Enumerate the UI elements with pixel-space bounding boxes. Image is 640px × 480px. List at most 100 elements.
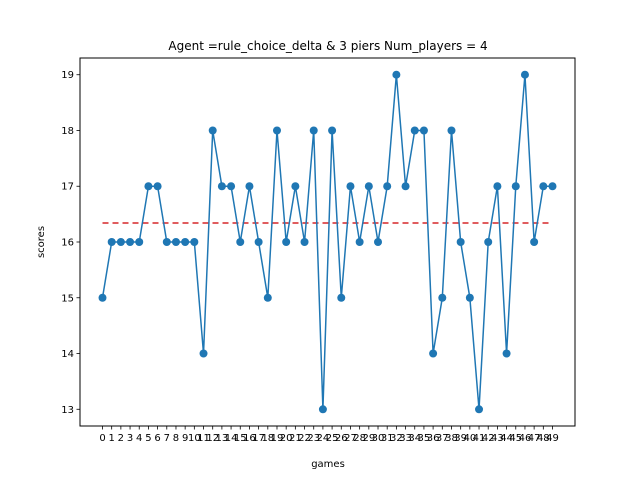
x-tick-label: 42 [482, 433, 495, 444]
x-tick-label: 48 [537, 433, 550, 444]
x-tick-label: 0 [99, 433, 105, 444]
x-tick-label: 36 [427, 433, 440, 444]
x-tick-label: 43 [491, 433, 504, 444]
x-tick-label: 16 [243, 433, 256, 444]
x-tick-label: 23 [307, 433, 320, 444]
x-tick-label: 12 [206, 433, 219, 444]
x-tick-label: 46 [519, 433, 532, 444]
x-tick-label: 24 [317, 433, 330, 444]
data-point [374, 238, 383, 246]
x-tick-label: 40 [463, 433, 476, 444]
data-point [126, 238, 135, 246]
x-tick-label: 18 [261, 433, 274, 444]
data-point [401, 182, 410, 191]
data-point [465, 293, 474, 302]
x-tick-label: 34 [408, 433, 421, 444]
chart-title: Agent =rule_choice_delta & 3 piers Num_p… [168, 39, 487, 53]
data-point [456, 238, 465, 246]
x-tick-label: 3 [127, 433, 133, 444]
data-point [484, 238, 493, 246]
x-tick-label: 4 [136, 433, 142, 444]
data-point [135, 238, 144, 246]
x-tick-label: 47 [528, 433, 541, 444]
data-point [254, 238, 263, 246]
y-axis-label: scores [36, 226, 47, 258]
data-point [153, 182, 162, 191]
x-tick-label: 29 [362, 433, 375, 444]
x-tick-label: 11 [197, 433, 210, 444]
data-point [511, 182, 520, 191]
x-tick-label: 31 [381, 433, 394, 444]
x-tick-label: 2 [118, 433, 124, 444]
x-tick-label: 10 [188, 433, 201, 444]
data-point [355, 238, 364, 246]
data-point [181, 238, 190, 246]
data-point [291, 182, 300, 191]
data-point [438, 293, 447, 302]
data-point [199, 349, 208, 358]
y-tick-label: 17 [61, 182, 74, 193]
data-point [392, 70, 401, 79]
x-tick-label: 33 [399, 433, 412, 444]
data-point [217, 182, 226, 191]
y-tick-label: 19 [61, 70, 74, 81]
x-tick-label: 38 [445, 433, 458, 444]
x-tick-label: 9 [182, 433, 188, 444]
data-point [539, 182, 548, 191]
x-axis-label: games [311, 459, 345, 470]
x-tick-label: 7 [164, 433, 170, 444]
data-point [429, 349, 438, 358]
x-tick-label: 19 [271, 433, 284, 444]
x-tick-label: 1 [108, 433, 114, 444]
data-point [144, 182, 153, 191]
data-point [328, 126, 337, 135]
data-point [346, 182, 355, 191]
data-point [236, 238, 245, 246]
data-point [410, 126, 419, 135]
data-point [530, 238, 539, 246]
data-point [300, 238, 309, 246]
data-point [502, 349, 511, 358]
data-point [364, 182, 373, 191]
x-tick-label: 37 [436, 433, 449, 444]
y-tick-label: 16 [61, 238, 74, 249]
x-tick-label: 44 [500, 433, 513, 444]
data-point [171, 238, 180, 246]
x-axis: 0 1 2 3 4 5 6 7 8 9 101112131415161718192021222324… [99, 426, 559, 444]
y-tick-label: 13 [61, 405, 74, 416]
data-point [263, 293, 272, 302]
data-point [475, 405, 484, 414]
data-point [447, 126, 456, 135]
data-point [107, 238, 116, 246]
x-tick-label: 27 [344, 433, 357, 444]
plot-area [98, 70, 557, 414]
x-tick-label: 26 [335, 433, 348, 444]
x-tick-label: 5 [145, 433, 151, 444]
x-tick-label: 41 [473, 433, 486, 444]
x-tick-label: 6 [154, 433, 160, 444]
data-point [162, 238, 171, 246]
x-tick-label: 32 [390, 433, 403, 444]
data-point [190, 238, 199, 246]
y-tick-label: 18 [61, 126, 74, 137]
data-point [548, 182, 557, 191]
x-tick-label: 30 [372, 433, 385, 444]
x-tick-label: 13 [216, 433, 229, 444]
x-tick-label: 17 [252, 433, 265, 444]
x-tick-label: 35 [418, 433, 431, 444]
data-point [227, 182, 236, 191]
data-point [419, 126, 428, 135]
data-point [245, 182, 254, 191]
x-tick-label: 22 [298, 433, 311, 444]
data-point [493, 182, 502, 191]
data-point [208, 126, 217, 135]
data-point [98, 293, 107, 302]
x-tick-label: 21 [289, 433, 302, 444]
data-point [337, 293, 346, 302]
data-point [318, 405, 327, 414]
data-point [116, 238, 125, 246]
x-tick-label: 15 [234, 433, 247, 444]
y-tick-label: 14 [61, 349, 74, 360]
x-tick-label: 25 [326, 433, 339, 444]
